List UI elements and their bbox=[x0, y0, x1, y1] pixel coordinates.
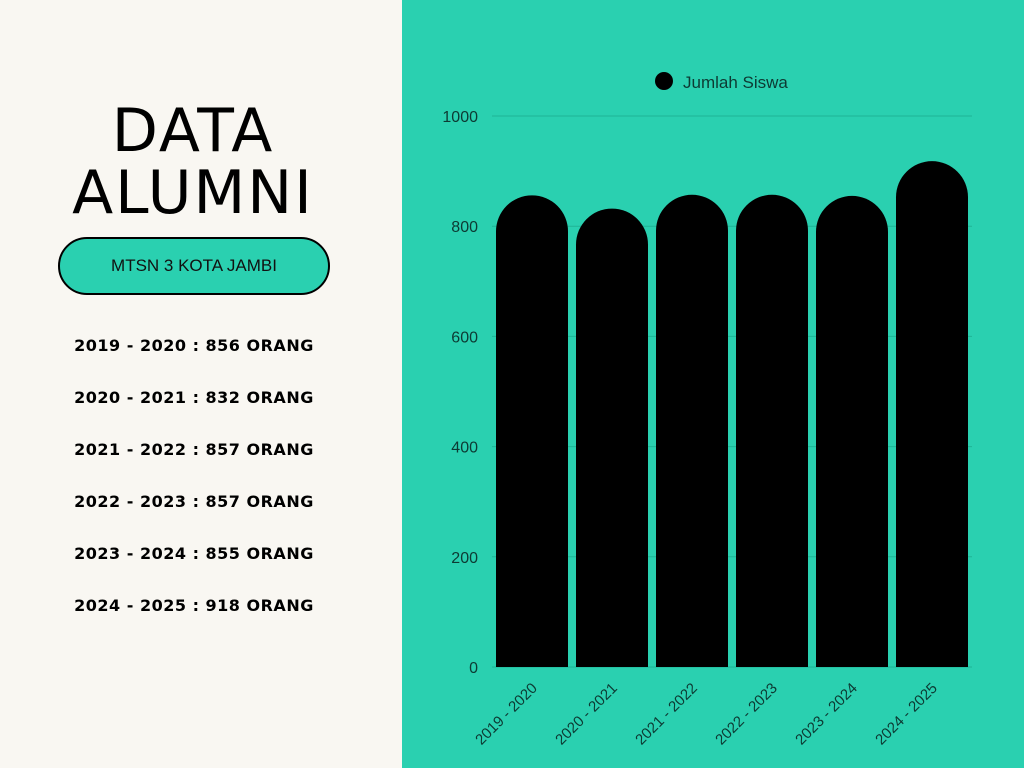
list-item: 2021 - 2022 : 857 ORANG bbox=[74, 440, 314, 459]
bar bbox=[496, 195, 568, 668]
y-tick-label: 400 bbox=[451, 440, 478, 457]
bar bbox=[896, 161, 968, 668]
page-title: DATA ALUMNI bbox=[0, 100, 386, 224]
list-item: 2023 - 2024 : 855 ORANG bbox=[74, 544, 314, 563]
y-tick-label: 1000 bbox=[442, 109, 478, 126]
x-tick-label: 2019 - 2020 bbox=[472, 680, 541, 749]
title-line-2: ALUMNI bbox=[72, 158, 314, 228]
list-item: 2020 - 2021 : 832 ORANG bbox=[74, 388, 314, 407]
school-badge: MTSN 3 KOTA JAMBI bbox=[58, 237, 330, 295]
x-tick-label: 2022 - 2023 bbox=[712, 680, 781, 749]
x-tick-label: 2021 - 2022 bbox=[632, 680, 701, 749]
list-item: 2024 - 2025 : 918 ORANG bbox=[74, 596, 314, 615]
y-tick-label: 200 bbox=[451, 550, 478, 567]
legend-marker bbox=[655, 72, 673, 90]
x-tick-label: 2024 - 2025 bbox=[872, 680, 941, 749]
y-tick-label: 800 bbox=[451, 219, 478, 236]
x-tick-label: 2023 - 2024 bbox=[792, 680, 861, 749]
list-item: 2022 - 2023 : 857 ORANG bbox=[74, 492, 314, 511]
y-tick-label: 600 bbox=[451, 329, 478, 346]
title-line-1: DATA bbox=[111, 96, 275, 166]
y-tick-label: 0 bbox=[469, 660, 478, 677]
x-tick-label: 2020 - 2021 bbox=[552, 680, 621, 749]
bar bbox=[816, 195, 888, 667]
legend-label: Jumlah Siswa bbox=[683, 73, 788, 92]
bar bbox=[576, 208, 648, 667]
bar bbox=[656, 194, 729, 667]
bar bbox=[736, 194, 808, 667]
list-item: 2019 - 2020 : 856 ORANG bbox=[74, 336, 314, 355]
left-panel: DATA ALUMNI MTSN 3 KOTA JAMBI 2019 - 202… bbox=[0, 0, 402, 768]
